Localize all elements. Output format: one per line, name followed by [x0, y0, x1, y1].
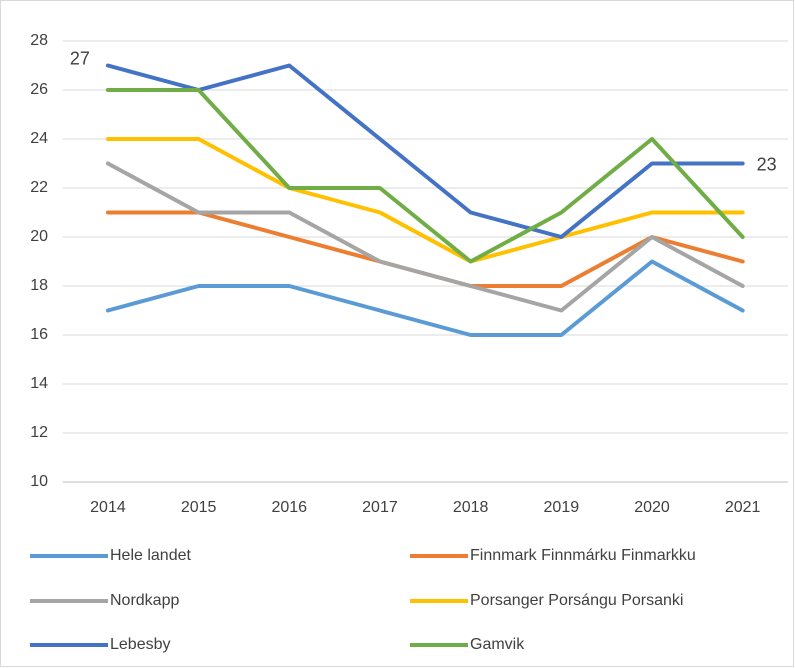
x-tick-label: 2018 — [453, 499, 489, 516]
x-tick-label: 2020 — [634, 499, 670, 516]
legend-label: Hele landet — [110, 547, 192, 564]
legend-label: Gamvik — [470, 636, 525, 653]
data-label: 23 — [757, 154, 777, 174]
x-tick-label: 2015 — [181, 499, 217, 516]
y-tick-label: 18 — [30, 277, 48, 294]
y-tick-label: 12 — [30, 424, 48, 441]
data-label: 27 — [70, 48, 90, 68]
y-tick-label: 28 — [30, 32, 48, 49]
legend-label: Porsanger Porsángu Porsanki — [470, 592, 683, 609]
x-tick-label: 2021 — [725, 499, 761, 516]
series-line — [105, 161, 745, 313]
x-tick-label: 2016 — [271, 499, 307, 516]
x-tick-label: 2017 — [362, 499, 398, 516]
y-tick-label: 16 — [30, 326, 48, 343]
series-line — [105, 137, 745, 264]
x-tick-label: 2019 — [544, 499, 580, 516]
y-tick-label: 10 — [30, 473, 48, 490]
series-line — [105, 88, 745, 264]
y-tick-label: 26 — [30, 81, 48, 98]
y-tick-label: 14 — [30, 375, 48, 392]
series-line — [105, 63, 745, 239]
y-tick-label: 20 — [30, 228, 48, 245]
legend-label: Nordkapp — [110, 592, 179, 609]
series-line — [105, 259, 745, 337]
legend-label: Lebesby — [110, 636, 171, 653]
x-tick-label: 2014 — [90, 499, 126, 516]
y-tick-label: 22 — [30, 179, 48, 196]
y-tick-label: 24 — [30, 130, 48, 147]
legend-label: Finnmark Finnmárku Finmarkku — [470, 547, 696, 564]
